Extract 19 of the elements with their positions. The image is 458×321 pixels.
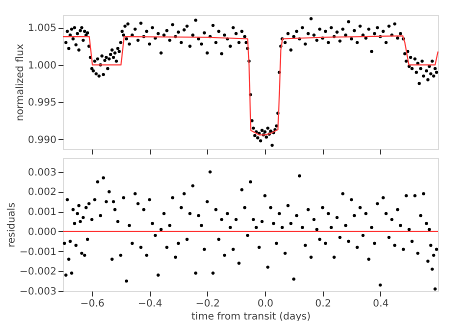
y-tick-label: 0.990 — [28, 134, 56, 146]
y-tick-label: 0.995 — [28, 98, 56, 109]
y-tick-label: 0.000 — [28, 226, 56, 238]
x-tick-label: −0.4 — [138, 298, 162, 310]
x-tick-label: 0.0 — [257, 298, 274, 310]
x-tick-label: −0.2 — [196, 298, 220, 310]
y-tick-label: 0.003 — [28, 167, 56, 178]
y-tick-label: 1.005 — [28, 23, 56, 34]
y-tick-label: −0.001 — [19, 246, 56, 258]
x-tick-label: 0.2 — [315, 298, 332, 310]
y-axis-title: residuals — [6, 202, 18, 248]
x-tick-label: 0.4 — [372, 298, 389, 310]
y-tick-label: 0.002 — [28, 187, 56, 198]
y-tick-label: −0.002 — [19, 266, 56, 278]
y-axis-title: normalized flux — [14, 44, 26, 122]
y-tick-label: 0.001 — [28, 207, 56, 218]
x-tick-label: −0.6 — [80, 298, 104, 310]
y-tick-label: −0.003 — [19, 286, 56, 298]
y-tick-label: 1.000 — [28, 60, 56, 72]
